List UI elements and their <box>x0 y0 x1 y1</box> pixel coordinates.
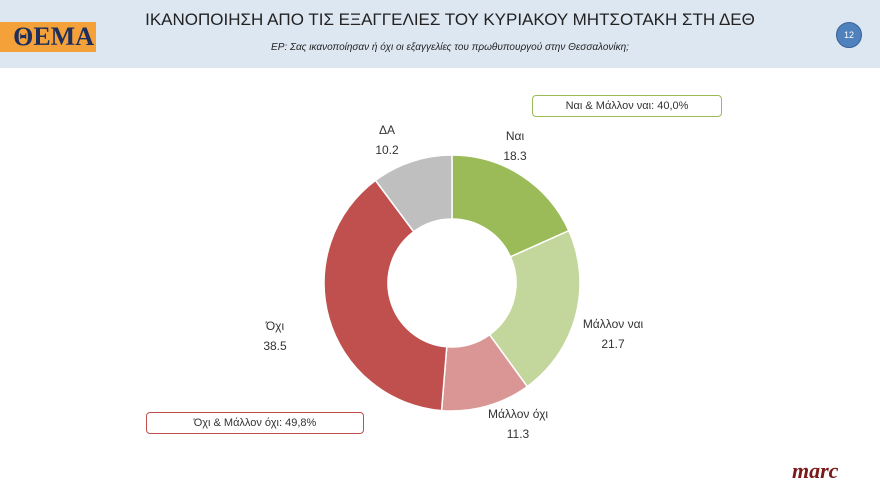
label-mallon-oxi: Μάλλον όχι 11.3 <box>487 407 549 441</box>
page-number-badge: 12 <box>836 22 862 48</box>
header: ΘΕΜΑ ΙΚΑΝΟΠΟΙΗΣΗ ΑΠΟ ΤΙΣ ΕΞΑΓΓΕΛΙΕΣ ΤΟΥ … <box>0 0 880 68</box>
marc-logo: marc <box>792 458 839 483</box>
label-da: ΔΑ 10.2 <box>375 123 399 157</box>
page-title: ΙΚΑΝΟΠΟΙΗΣΗ ΑΠΟ ΤΙΣ ΕΞΑΓΓΕΛΙΕΣ ΤΟΥ ΚΥΡΙΑ… <box>145 10 755 29</box>
annotation-yes-total: Ναι & Μάλλον ναι: 40,0% <box>532 95 722 117</box>
donut-slice-4 <box>374 154 453 233</box>
question-subtitle: ΕΡ: Σας ικανοποίησαν ή όχι οι εξαγγελίες… <box>271 42 629 53</box>
label-oxi: Όχι 38.5 <box>263 319 287 353</box>
donut-slice-1 <box>488 229 581 388</box>
donut-slice-3 <box>323 179 448 412</box>
annotation-no-total: Όχι & Μάλλον όχι: 49,8% <box>146 412 364 434</box>
label-mallon-nai: Μάλλον ναι 21.7 <box>582 317 644 351</box>
label-nai: Ναι 18.3 <box>503 129 527 163</box>
logo: ΘΕΜΑ <box>0 22 96 52</box>
